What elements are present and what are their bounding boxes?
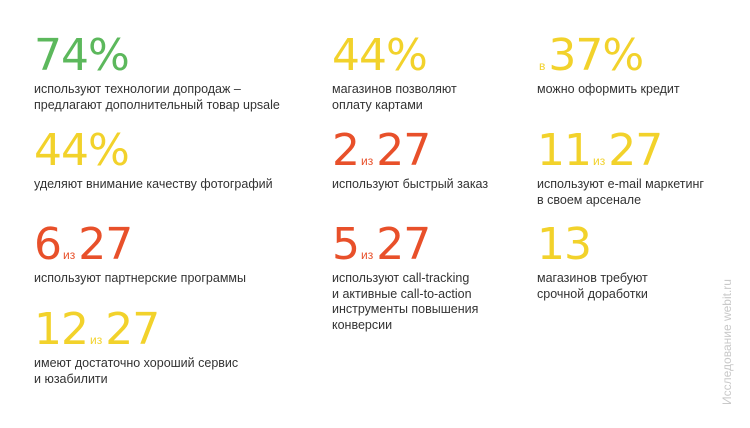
stat-usability: 12 из 27 имеют достаточно хороший сервис…	[34, 307, 238, 387]
stat-value: 44%	[332, 30, 428, 81]
stat-prefix: в	[539, 59, 546, 73]
stat-description: используют e-mail маркетинг в своем арсе…	[537, 177, 704, 207]
stat-connector: из	[63, 248, 76, 262]
stat-description: уделяют внимание качеству фотографий	[34, 177, 273, 191]
stat-figure: 11 из 27	[537, 128, 704, 174]
stat-value: 37%	[548, 30, 644, 81]
stat-total: 27	[376, 125, 431, 176]
stat-figure: 6 из 27	[34, 222, 246, 268]
stat-total: 27	[78, 219, 133, 270]
stat-upsale: 74% используют технологии допродаж – пре…	[34, 33, 280, 113]
stat-value: 6	[34, 219, 62, 270]
stat-email-marketing: 11 из 27 используют e-mail маркетинг в с…	[537, 128, 704, 208]
stat-connector: из	[361, 154, 374, 168]
stat-description: используют call-tracking и активные call…	[332, 271, 479, 332]
stat-credit: в 37% можно оформить кредит	[537, 33, 680, 98]
stat-figure: 2 из 27	[332, 128, 488, 174]
stat-value: 11	[537, 125, 592, 176]
stat-description: используют технологии допродаж – предлаг…	[34, 82, 280, 112]
stat-total: 27	[608, 125, 663, 176]
stat-figure: 74%	[34, 33, 280, 79]
stat-description: имеют достаточно хороший сервис и юзабил…	[34, 356, 239, 386]
stat-quick-order: 2 из 27 используют быстрый заказ	[332, 128, 488, 193]
stat-description: используют партнерские программы	[34, 271, 246, 285]
stat-figure: 12 из 27	[34, 307, 238, 353]
stat-total: 27	[376, 219, 431, 270]
stat-connector: из	[90, 333, 103, 347]
stat-description: магазинов требуют срочной доработки	[537, 271, 648, 301]
source-watermark: Исследование webit.ru	[720, 279, 734, 405]
stat-partner-programs: 6 из 27 используют партнерские программы	[34, 222, 246, 287]
stat-description: магазинов позволяют оплату картами	[332, 82, 457, 112]
stat-figure: 44%	[332, 33, 457, 79]
stat-need-fix: 13 магазинов требуют срочной доработки	[537, 222, 648, 302]
stat-total: 27	[105, 304, 160, 355]
stat-photo-quality: 44% уделяют внимание качеству фотографий	[34, 128, 273, 193]
stat-value: 44%	[34, 125, 130, 176]
stat-value: 74%	[34, 30, 130, 81]
stat-value: 13	[537, 219, 592, 270]
stat-figure: в 37%	[537, 33, 680, 79]
stat-figure: 13	[537, 222, 648, 268]
stat-card-payment: 44% магазинов позволяют оплату картами	[332, 33, 457, 113]
stat-value: 2	[332, 125, 360, 176]
stat-description: используют быстрый заказ	[332, 177, 489, 191]
stat-description: можно оформить кредит	[537, 82, 680, 96]
stat-figure: 44%	[34, 128, 273, 174]
stat-value: 12	[34, 304, 89, 355]
stat-value: 5	[332, 219, 360, 270]
stat-connector: из	[593, 154, 606, 168]
stat-call-tracking: 5 из 27 используют call-tracking и актив…	[332, 222, 478, 333]
stat-figure: 5 из 27	[332, 222, 478, 268]
stat-connector: из	[361, 248, 374, 262]
